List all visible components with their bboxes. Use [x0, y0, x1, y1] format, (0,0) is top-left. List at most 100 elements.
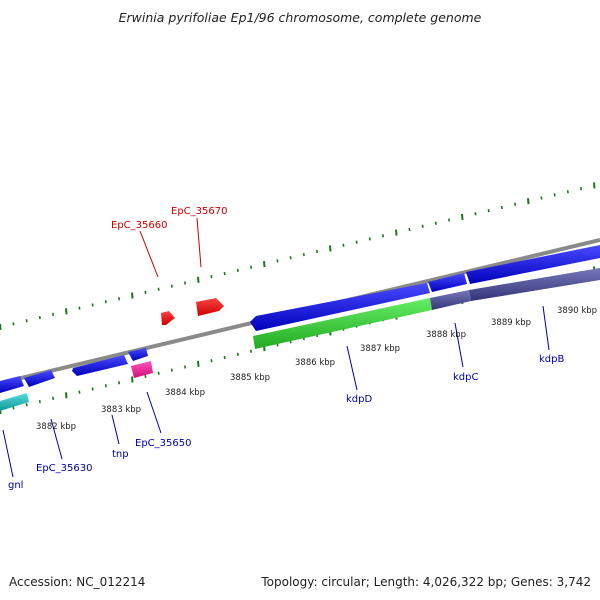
gene-label-kdpC[interactable]: kdpC — [453, 372, 478, 383]
minor-tick — [540, 196, 543, 200]
gene-label-EpC_35670[interactable]: EpC_35670 — [171, 206, 227, 217]
minor-tick — [78, 390, 81, 394]
genome-summary-text: Topology: circular; Length: 4,026,322 bp… — [261, 575, 591, 589]
cds-gnl-cyan[interactable] — [0, 393, 29, 411]
gene-kdpB-blue[interactable] — [466, 245, 600, 284]
minor-tick — [38, 315, 41, 320]
scale-label: 3886 kbp — [295, 358, 335, 368]
label-leader — [111, 414, 120, 445]
minor-tick — [236, 268, 239, 273]
cds-EpC_35650-pink[interactable] — [131, 361, 153, 378]
minor-tick — [302, 252, 305, 257]
gene-EpC_35630-blue[interactable] — [24, 370, 55, 387]
gene-label-EpC_35630[interactable]: EpC_35630 — [36, 463, 92, 474]
minor-tick — [276, 259, 279, 263]
minor-tick — [553, 193, 556, 197]
major-tick — [197, 360, 200, 367]
minor-tick — [250, 265, 253, 269]
minor-tick — [421, 224, 424, 228]
minor-tick — [210, 359, 213, 363]
cds-kdpB-purple[interactable] — [469, 268, 600, 301]
scale-label: 3890 kbp — [557, 306, 597, 316]
label-leader — [50, 418, 63, 460]
scale-label: 3887 kbp — [360, 344, 400, 354]
label-leader — [542, 305, 550, 351]
gene-labels-bottom: gnl EpC_35630 tnp EpC_35650 kdpD kdpC kd… — [2, 305, 564, 491]
minor-tick — [184, 365, 187, 369]
cds-kdpC-purple[interactable] — [430, 290, 471, 310]
gene-label-gnl[interactable]: gnl — [8, 480, 23, 491]
scale-label: 3883 kbp — [101, 405, 141, 415]
gene-EpC_35660[interactable] — [161, 311, 175, 325]
gene-label-EpC_35660[interactable]: EpC_35660 — [111, 220, 167, 231]
minor-tick — [157, 287, 160, 291]
gene-tnp-blue[interactable] — [72, 355, 128, 376]
major-tick — [131, 376, 134, 383]
minor-tick — [382, 234, 385, 238]
gene-label-tnp[interactable]: tnp — [112, 449, 129, 460]
gene-EpC_35670[interactable] — [196, 298, 224, 316]
major-tick — [395, 229, 398, 236]
minor-tick — [474, 212, 477, 216]
gene-labels-top: EpC_35660 EpC_35670 — [111, 206, 227, 278]
minor-tick — [25, 403, 28, 407]
minor-tick — [25, 319, 28, 323]
minor-tick — [342, 243, 345, 247]
scale-label: 3889 kbp — [491, 318, 531, 328]
minor-tick — [580, 186, 583, 191]
gene-EpC_35650-blue[interactable] — [128, 348, 148, 361]
scale-label: 3882 kbp — [36, 422, 76, 432]
major-tick — [593, 182, 596, 189]
minor-tick — [118, 381, 121, 385]
minor-tick — [38, 399, 41, 404]
map-title: Erwinia pyrifoliae Ep1/96 chromosome, co… — [118, 10, 482, 25]
cds-kdpD-green[interactable] — [253, 298, 432, 349]
minor-tick — [316, 249, 319, 254]
minor-tick — [12, 406, 15, 410]
minor-tick — [104, 384, 107, 388]
scale-ticks-top — [0, 182, 596, 331]
minor-tick — [12, 322, 15, 326]
minor-tick — [434, 221, 437, 225]
minor-tick — [210, 275, 213, 279]
major-tick — [461, 213, 464, 220]
minor-tick — [250, 349, 253, 353]
gene-kdpC-blue[interactable] — [428, 273, 467, 292]
gene-label-kdpD[interactable]: kdpD — [346, 394, 372, 405]
minor-tick — [91, 303, 94, 307]
minor-tick — [104, 300, 107, 304]
minor-tick — [91, 387, 94, 391]
accession-text: Accession: NC_012214 — [9, 575, 146, 589]
minor-tick — [355, 240, 358, 244]
gene-label-EpC_35650[interactable]: EpC_35650 — [135, 438, 191, 449]
minor-tick — [448, 218, 451, 222]
gene-label-kdpB[interactable]: kdpB — [539, 354, 564, 365]
minor-tick — [144, 374, 147, 379]
minor-tick — [52, 312, 55, 317]
minor-tick — [78, 306, 81, 310]
label-leader — [196, 217, 202, 268]
minor-tick — [566, 190, 569, 194]
minor-tick — [289, 256, 292, 260]
minor-tick — [408, 227, 411, 232]
cds-features — [0, 268, 600, 411]
minor-tick — [223, 271, 226, 276]
scale-label: 3885 kbp — [230, 373, 270, 383]
major-tick — [197, 276, 200, 283]
label-leader — [346, 345, 358, 391]
gene-kdpD-blue[interactable] — [250, 283, 430, 331]
label-leader — [2, 429, 14, 478]
gene-gnl-blue[interactable] — [0, 376, 24, 393]
label-leader — [146, 391, 162, 434]
minor-tick — [487, 208, 490, 213]
minor-tick — [157, 371, 160, 375]
minor-tick — [236, 352, 239, 357]
minor-tick — [368, 237, 371, 241]
major-tick — [329, 245, 332, 252]
major-tick — [65, 392, 68, 399]
minor-tick — [184, 281, 187, 285]
minor-tick — [118, 297, 121, 301]
major-tick — [527, 198, 530, 205]
minor-tick — [223, 355, 226, 360]
